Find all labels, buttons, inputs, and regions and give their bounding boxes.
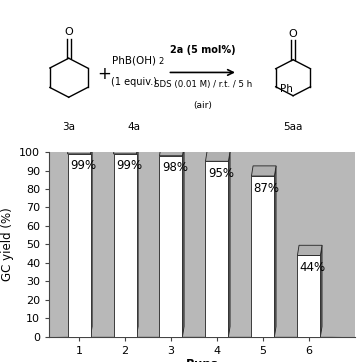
Polygon shape [159, 146, 184, 156]
Polygon shape [205, 161, 229, 337]
Text: 99%: 99% [116, 159, 142, 172]
Text: 99%: 99% [70, 159, 96, 172]
Text: 2a (5 mol%): 2a (5 mol%) [170, 45, 236, 55]
Text: SDS (0.01 M) / r.t. / 5 h: SDS (0.01 M) / r.t. / 5 h [154, 80, 252, 88]
Polygon shape [297, 245, 322, 256]
Polygon shape [159, 156, 182, 337]
X-axis label: Runs: Runs [186, 358, 218, 362]
Polygon shape [136, 144, 138, 337]
Polygon shape [229, 151, 230, 337]
Polygon shape [56, 336, 341, 337]
Polygon shape [252, 166, 276, 176]
Text: PhB(OH): PhB(OH) [112, 55, 156, 66]
Text: 4a: 4a [127, 122, 141, 132]
Text: 98%: 98% [162, 161, 188, 174]
Text: 95%: 95% [208, 167, 234, 180]
Polygon shape [114, 144, 138, 154]
Text: +: + [97, 65, 111, 83]
Polygon shape [274, 166, 276, 337]
Polygon shape [182, 146, 184, 337]
Polygon shape [205, 151, 230, 161]
Text: (1 equiv.): (1 equiv.) [111, 77, 157, 87]
Text: Ph: Ph [280, 84, 293, 93]
Text: (air): (air) [193, 101, 212, 110]
FancyBboxPatch shape [19, 2, 360, 148]
Text: O: O [289, 29, 297, 39]
Y-axis label: GC yield (%): GC yield (%) [1, 207, 13, 281]
Polygon shape [252, 176, 274, 337]
Text: 2: 2 [158, 58, 163, 67]
Text: 44%: 44% [300, 261, 326, 274]
Text: 3a: 3a [62, 122, 75, 132]
Polygon shape [68, 144, 92, 154]
Text: O: O [64, 27, 73, 37]
Text: 87%: 87% [254, 182, 280, 195]
Polygon shape [320, 245, 322, 337]
Polygon shape [68, 154, 91, 337]
Text: 5aa: 5aa [284, 122, 303, 132]
Polygon shape [91, 144, 92, 337]
Polygon shape [297, 256, 320, 337]
Polygon shape [114, 154, 136, 337]
